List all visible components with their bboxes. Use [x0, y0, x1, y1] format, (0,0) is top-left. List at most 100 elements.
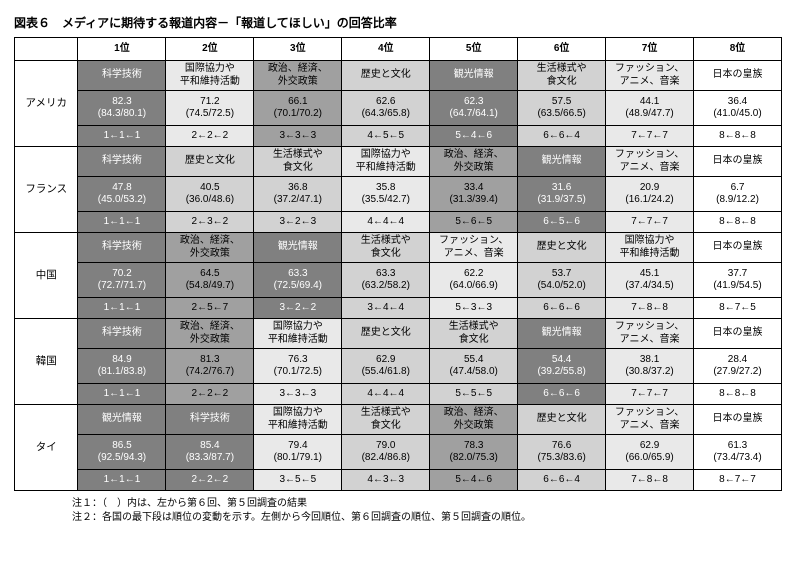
- table-title: 図表６ メディアに期待する報道内容－「報道してほしい」の回答比率: [14, 14, 782, 31]
- cell-label: 国際協力や平和維持活動: [342, 147, 430, 177]
- cell-label: 日本の皇族: [694, 147, 782, 177]
- cell-value: 71.2(74.5/72.5): [166, 91, 254, 126]
- cell-label: ファッション、アニメ、音楽: [606, 61, 694, 91]
- rank-header-5: 5位: [430, 38, 518, 61]
- cell-value: 20.9(16.1/24.2): [606, 177, 694, 212]
- cell-rankmove: 4←3←3: [342, 470, 430, 491]
- cell-label: 科学技術: [78, 147, 166, 177]
- cell-rankmove: 1←1←1: [78, 384, 166, 405]
- cell-value: 47.8(45.0/53.2): [78, 177, 166, 212]
- cell-label: ファッション、アニメ、音楽: [430, 233, 518, 263]
- country-フランス: フランス: [15, 147, 78, 233]
- cell-label: 日本の皇族: [694, 233, 782, 263]
- cell-rankmove: 2←2←2: [166, 384, 254, 405]
- cell-label: 政治、経済、外交政策: [430, 147, 518, 177]
- cell-label: 生活様式や食文化: [518, 61, 606, 91]
- cell-rankmove: 3←2←2: [254, 298, 342, 319]
- cell-rankmove: 1←1←1: [78, 126, 166, 147]
- cell-value: 62.9(55.4/61.8): [342, 349, 430, 384]
- cell-rankmove: 7←8←8: [606, 298, 694, 319]
- cell-value: 76.6(75.3/83.6): [518, 435, 606, 470]
- cell-label: 観光情報: [518, 147, 606, 177]
- cell-rankmove: 5←6←5: [430, 212, 518, 233]
- cell-value: 31.6(31.9/37.5): [518, 177, 606, 212]
- cell-rankmove: 1←1←1: [78, 470, 166, 491]
- cell-label: 観光情報: [78, 405, 166, 435]
- cell-label: 生活様式や食文化: [342, 233, 430, 263]
- cell-label: 歴史と文化: [518, 405, 606, 435]
- cell-label: 歴史と文化: [342, 319, 430, 349]
- cell-rankmove: 3←4←4: [342, 298, 430, 319]
- cell-rankmove: 3←2←3: [254, 212, 342, 233]
- cell-label: 政治、経済、外交政策: [166, 233, 254, 263]
- cell-value: 64.5(54.8/49.7): [166, 263, 254, 298]
- rank-header-1: 1位: [78, 38, 166, 61]
- cell-value: 62.9(66.0/65.9): [606, 435, 694, 470]
- cell-value: 55.4(47.4/58.0): [430, 349, 518, 384]
- rank-header-6: 6位: [518, 38, 606, 61]
- cell-rankmove: 4←4←4: [342, 384, 430, 405]
- rank-header-8: 8位: [694, 38, 782, 61]
- header-row: 1位2位3位4位5位6位7位8位: [15, 38, 782, 61]
- cell-value: 37.7(41.9/54.5): [694, 263, 782, 298]
- cell-rankmove: 5←3←3: [430, 298, 518, 319]
- cell-label: 国際協力や平和維持活動: [254, 319, 342, 349]
- cell-value: 63.3(72.5/69.4): [254, 263, 342, 298]
- cell-rankmove: 5←5←5: [430, 384, 518, 405]
- cell-rankmove: 6←6←6: [518, 298, 606, 319]
- rank-header-7: 7位: [606, 38, 694, 61]
- cell-label: 科学技術: [166, 405, 254, 435]
- cell-value: 81.3(74.2/76.7): [166, 349, 254, 384]
- cell-value: 6.7(8.9/12.2): [694, 177, 782, 212]
- cell-value: 79.0(82.4/86.8): [342, 435, 430, 470]
- note-2: 注２：各国の最下段は順位の変動を示す。左側から今回順位、第６回調査の順位、第５回…: [72, 511, 782, 525]
- cell-rankmove: 6←6←6: [518, 384, 606, 405]
- cell-value: 45.1(37.4/34.5): [606, 263, 694, 298]
- rank-header-2: 2位: [166, 38, 254, 61]
- cell-rankmove: 7←8←8: [606, 470, 694, 491]
- cell-value: 36.4(41.0/45.0): [694, 91, 782, 126]
- cell-rankmove: 3←3←3: [254, 384, 342, 405]
- country-タイ: タイ: [15, 405, 78, 491]
- cell-value: 62.3(64.7/64.1): [430, 91, 518, 126]
- note-1: 注１：（ ）内は、左から第６回、第５回調査の結果: [72, 497, 782, 511]
- cell-value: 62.2(64.0/66.9): [430, 263, 518, 298]
- cell-value: 85.4(83.3/87.7): [166, 435, 254, 470]
- country-韓国: 韓国: [15, 319, 78, 405]
- cell-rankmove: 7←7←7: [606, 212, 694, 233]
- cell-label: 政治、経済、外交政策: [166, 319, 254, 349]
- cell-rankmove: 8←8←8: [694, 212, 782, 233]
- cell-rankmove: 7←7←7: [606, 384, 694, 405]
- cell-label: ファッション、アニメ、音楽: [606, 147, 694, 177]
- cell-rankmove: 5←4←6: [430, 126, 518, 147]
- cell-value: 86.5(92.5/94.3): [78, 435, 166, 470]
- cell-value: 57.5(63.5/66.5): [518, 91, 606, 126]
- cell-value: 44.1(48.9/47.7): [606, 91, 694, 126]
- cell-rankmove: 3←5←5: [254, 470, 342, 491]
- cell-value: 78.3(82.0/75.3): [430, 435, 518, 470]
- cell-label: 生活様式や食文化: [254, 147, 342, 177]
- cell-label: 日本の皇族: [694, 319, 782, 349]
- cell-value: 82.3(84.3/80.1): [78, 91, 166, 126]
- cell-rankmove: 7←7←7: [606, 126, 694, 147]
- cell-label: 日本の皇族: [694, 405, 782, 435]
- cell-rankmove: 1←1←1: [78, 212, 166, 233]
- cell-label: 科学技術: [78, 233, 166, 263]
- cell-label: ファッション、アニメ、音楽: [606, 405, 694, 435]
- cell-label: 観光情報: [254, 233, 342, 263]
- cell-value: 53.7(54.0/52.0): [518, 263, 606, 298]
- cell-label: ファッション、アニメ、音楽: [606, 319, 694, 349]
- cell-rankmove: 5←4←6: [430, 470, 518, 491]
- report-table: 1位2位3位4位5位6位7位8位 アメリカ科学技術国際協力や平和維持活動政治、経…: [14, 37, 782, 491]
- cell-label: 生活様式や食文化: [430, 319, 518, 349]
- cell-value: 70.2(72.7/71.7): [78, 263, 166, 298]
- cell-label: 国際協力や平和維持活動: [606, 233, 694, 263]
- cell-value: 33.4(31.3/39.4): [430, 177, 518, 212]
- cell-rankmove: 3←3←3: [254, 126, 342, 147]
- cell-value: 63.3(63.2/58.2): [342, 263, 430, 298]
- cell-rankmove: 2←5←7: [166, 298, 254, 319]
- cell-label: 観光情報: [518, 319, 606, 349]
- cell-label: 日本の皇族: [694, 61, 782, 91]
- cell-label: 歴史と文化: [518, 233, 606, 263]
- cell-rankmove: 2←2←2: [166, 126, 254, 147]
